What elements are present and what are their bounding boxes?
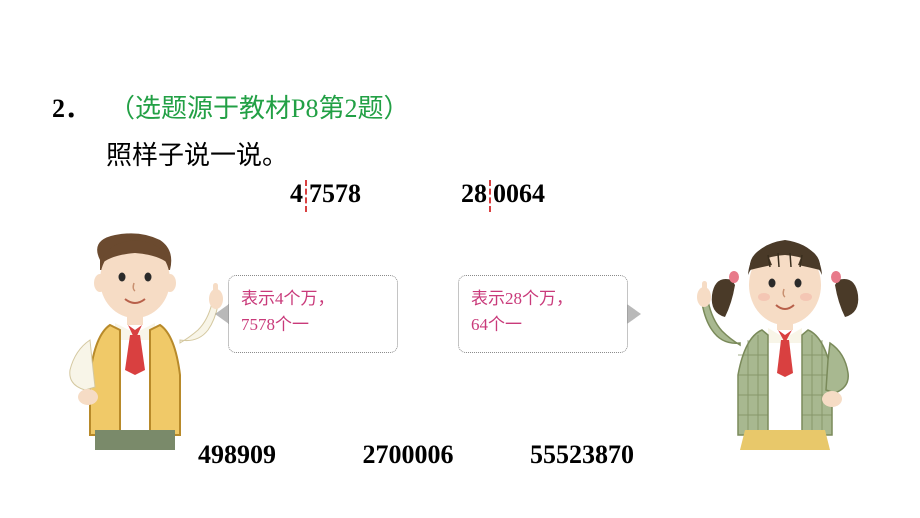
girl-illustration [690, 225, 880, 450]
question-header: 2． （选题源于教材P8第2题） [52, 88, 409, 125]
digit-divider [305, 180, 307, 212]
practice-number-3: 55523870 [530, 440, 634, 470]
speech-bubble-right: 表示28个万， 64个一 [458, 275, 628, 353]
example-number-2: 28 0064 [461, 178, 545, 210]
speech-line2: 7578个一 [241, 312, 385, 338]
example-numbers-row: 4 7578 28 0064 [290, 178, 545, 210]
speech-bubble-left: 表示4个万， 7578个一 [228, 275, 398, 353]
practice-number-1: 498909 [198, 440, 276, 470]
wan-part: 4 [290, 179, 303, 209]
ones-part: 7578 [309, 179, 361, 209]
ones-part: 0064 [493, 179, 545, 209]
practice-number-2: 2700006 [363, 440, 454, 470]
practice-numbers-row: 498909 2700006 55523870 [198, 440, 634, 470]
speech-line2: 64个一 [471, 312, 615, 338]
question-number: 2． [52, 88, 91, 125]
digit-divider [489, 180, 491, 212]
speech-line1: 表示4个万， [241, 286, 385, 312]
boy-illustration [40, 225, 230, 450]
question-source: （选题源于教材P8第2题） [109, 88, 409, 125]
question-instruction: 照样子说一说。 [106, 135, 288, 172]
example-number-1: 4 7578 [290, 178, 361, 210]
wan-part: 28 [461, 179, 487, 209]
speech-line1: 表示28个万， [471, 286, 615, 312]
